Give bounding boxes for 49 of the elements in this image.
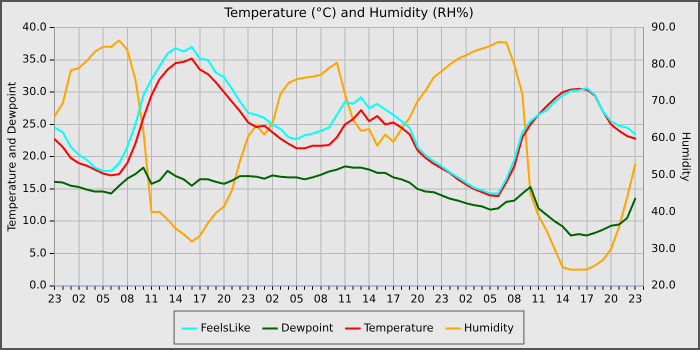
x-tick-label: 23 xyxy=(241,292,256,306)
y2-tick-label: 50.0 xyxy=(651,168,676,181)
y-tick-label: 40.0 xyxy=(22,20,47,34)
y2-axis-title: Humidity xyxy=(680,132,693,182)
y-tick-label: 25.0 xyxy=(22,117,47,130)
x-tick-label: 11 xyxy=(531,292,546,306)
x-tick-label: 02 xyxy=(458,292,473,306)
x-tick-label: 23 xyxy=(628,292,642,306)
legend-label: FeelsLike xyxy=(200,321,251,334)
x-tick-label: 14 xyxy=(556,292,570,306)
y2-tick-label: 70.0 xyxy=(651,94,676,108)
y2-tick-label: 60.0 xyxy=(651,131,676,144)
x-tick-label: 05 xyxy=(96,292,110,306)
y-tick-label: 30.0 xyxy=(22,85,47,98)
x-tick-label: 20 xyxy=(217,292,232,306)
x-tick-label: 14 xyxy=(168,292,183,306)
x-tick-label: 08 xyxy=(314,292,328,306)
x-tick-label: 11 xyxy=(338,292,352,306)
x-tick-label: 17 xyxy=(386,292,400,306)
x-tick-label: 08 xyxy=(507,292,522,306)
x-tick-label: 23 xyxy=(48,292,62,306)
x-tick-label: 23 xyxy=(434,292,449,306)
legend-label: Humidity xyxy=(464,321,514,334)
y-tick-label: 10.0 xyxy=(22,214,47,228)
y2-tick-label: 40.0 xyxy=(651,204,676,218)
x-tick-label: 02 xyxy=(72,292,86,306)
y-tick-label: 0.0 xyxy=(29,278,47,292)
y2-tick-label: 20.0 xyxy=(651,278,676,292)
x-tick-label: 05 xyxy=(290,292,304,306)
y-tick-label: 5.0 xyxy=(29,246,47,260)
y-tick-label: 20.0 xyxy=(22,150,47,163)
x-tick-label: 02 xyxy=(265,292,280,306)
x-tick-label: 11 xyxy=(144,292,158,306)
y-tick-label: 15.0 xyxy=(22,182,47,195)
x-tick-label: 20 xyxy=(410,292,425,306)
y-axis-title: Temperature and Dewpoint xyxy=(5,81,18,233)
chart-title: Temperature (°C) and Humidity (RH%) xyxy=(223,6,474,22)
x-tick-label: 20 xyxy=(604,292,618,306)
legend-label: Temperature xyxy=(362,321,434,334)
x-tick-label: 08 xyxy=(120,292,134,306)
x-tick-label: 17 xyxy=(580,292,594,306)
y-tick-label: 35.0 xyxy=(22,52,47,66)
x-tick-label: 05 xyxy=(483,292,498,306)
x-tick-label: 14 xyxy=(362,292,376,306)
x-tick-label: 17 xyxy=(192,292,207,306)
legend-label: Dewpoint xyxy=(281,321,334,334)
y2-tick-label: 90.0 xyxy=(651,20,676,34)
y2-tick-label: 80.0 xyxy=(651,57,676,70)
y2-tick-label: 30.0 xyxy=(651,242,676,255)
